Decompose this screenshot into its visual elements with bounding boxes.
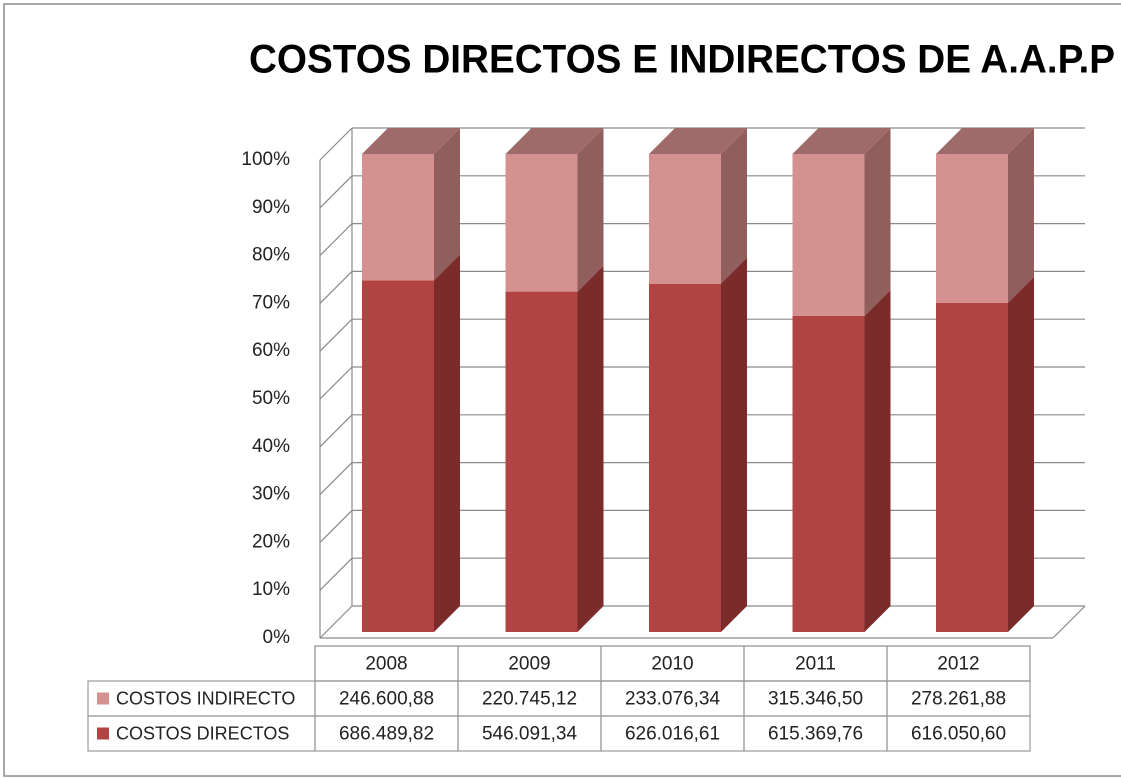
x-tick-label: 2008: [365, 654, 407, 675]
bar: [649, 283, 721, 632]
x-tick-label: 2009: [508, 654, 550, 675]
data-label: 246.600,88: [339, 689, 434, 710]
bar-top: [792, 128, 891, 154]
legend-swatch: [97, 692, 109, 705]
y-tick-label: 30%: [252, 484, 290, 505]
x-tick-label: 2012: [937, 654, 979, 675]
bar: [792, 154, 865, 316]
bar: [649, 154, 721, 284]
grid-line: [319, 175, 353, 209]
y-tick-label: 20%: [252, 531, 290, 552]
y-tick-label: 90%: [252, 197, 290, 218]
table-cell: [886, 715, 1031, 752]
y-tick-label: 70%: [252, 292, 290, 313]
y-tick-label: 10%: [252, 579, 290, 600]
bar-side: [721, 128, 747, 284]
grid-line: [319, 462, 353, 496]
grid-line: [319, 509, 353, 543]
legend-label: COSTOS INDIRECTO: [116, 688, 295, 708]
bar: [362, 154, 434, 281]
y-tick-label: 40%: [252, 436, 290, 457]
data-label: 686.489,82: [339, 724, 434, 745]
grid-line: [319, 605, 353, 639]
bar-side: [1008, 128, 1034, 303]
legend-swatch: [97, 727, 109, 740]
data-label: 233.076,34: [625, 689, 721, 710]
bar-side: [1008, 276, 1034, 632]
y-tick-label: 100%: [241, 149, 290, 170]
y-tick-label: 60%: [252, 340, 290, 361]
grid-line: [319, 557, 353, 591]
bar-top: [649, 128, 747, 154]
grid-line: [319, 414, 353, 448]
bar: [505, 154, 578, 292]
data-label: 616.050,60: [911, 724, 1006, 745]
bar-side: [434, 128, 460, 281]
bar: [936, 154, 1008, 303]
y-tick-label: 0%: [263, 627, 291, 648]
bar: [792, 315, 865, 632]
grid-line: [319, 318, 353, 352]
x-tick-label: 2010: [651, 654, 693, 675]
bar-side: [864, 289, 891, 632]
data-label: 615.369,76: [768, 724, 863, 745]
grid-line: [319, 270, 353, 304]
bar-top: [936, 128, 1034, 154]
bar-side: [721, 257, 747, 632]
bar-top: [362, 128, 460, 154]
legend-label: COSTOS DIRECTOS: [116, 723, 289, 743]
grid-line: [319, 127, 353, 161]
data-label: 315.346,50: [768, 689, 863, 710]
bar: [362, 280, 434, 632]
bar: [505, 291, 578, 632]
chart-title: COSTOS DIRECTOS E INDIRECTOS DE A.A.P.P: [249, 38, 1115, 82]
bar-side: [577, 128, 604, 292]
bar-side: [434, 254, 460, 633]
data-label: 278.261,88: [911, 689, 1006, 710]
data-label: 220.745,12: [482, 689, 577, 710]
bar-top: [505, 128, 604, 154]
data-label: 626.016,61: [625, 724, 720, 745]
floor-edge: [1052, 605, 1086, 639]
bar-side: [864, 128, 891, 316]
grid-line: [319, 366, 353, 400]
bar-side: [577, 265, 604, 632]
x-tick-label: 2011: [795, 654, 836, 675]
grid-line: [319, 223, 353, 257]
bar: [936, 302, 1008, 632]
y-tick-label: 50%: [252, 388, 290, 409]
y-tick-label: 80%: [252, 245, 290, 266]
data-label: 546.091,34: [482, 724, 578, 745]
